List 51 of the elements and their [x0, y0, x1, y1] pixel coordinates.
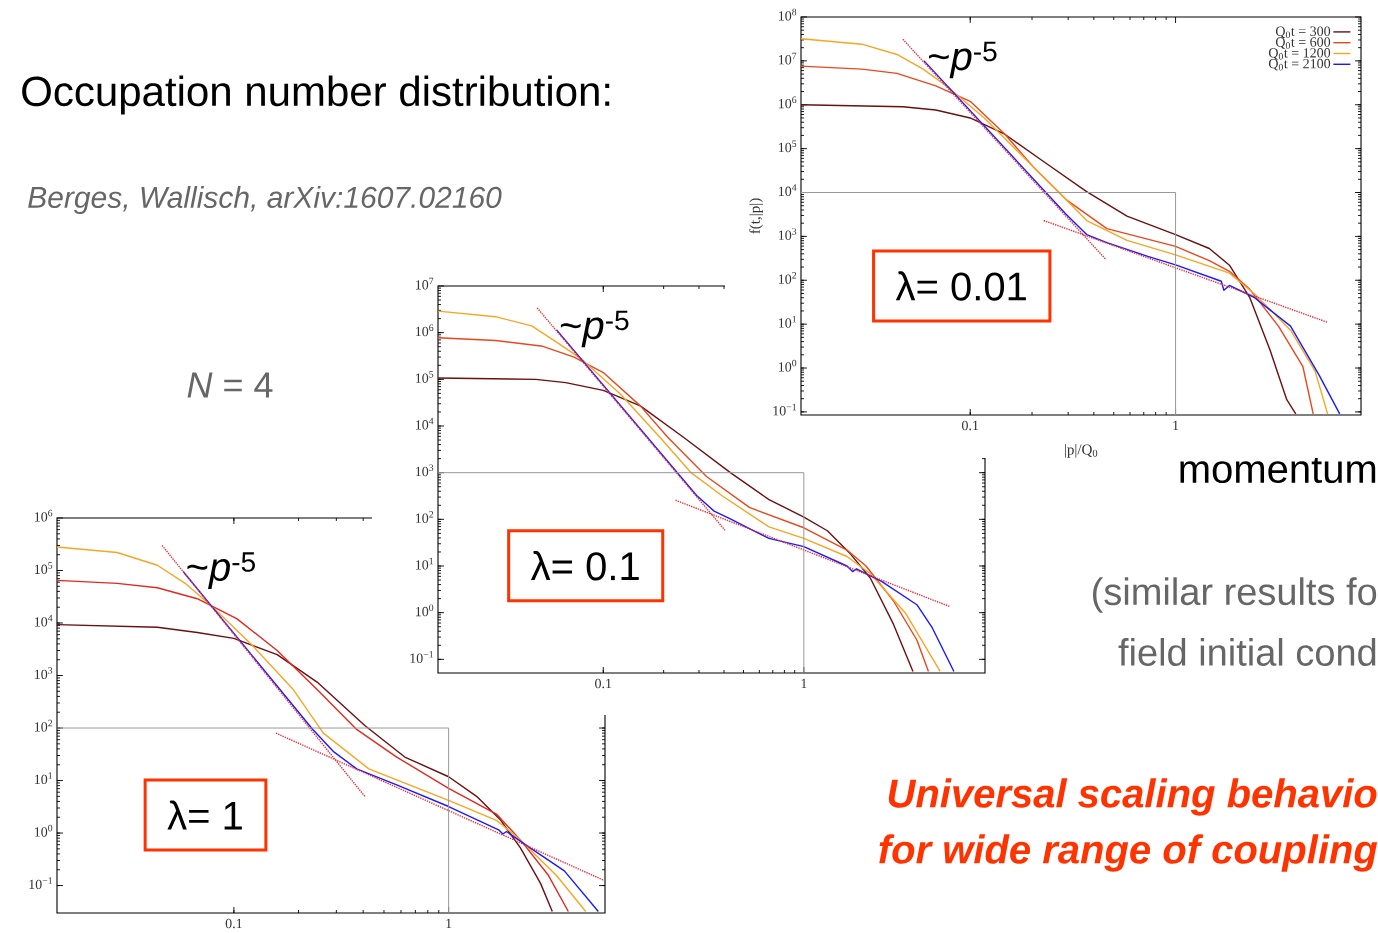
x-tick-label: 0.1 — [595, 678, 612, 689]
annotation: ~p$^{-5}$ — [560, 310, 629, 348]
y-tick-label: 10$^{−1}$ — [410, 651, 434, 663]
y-tick-label: 10$^{5}$ — [34, 562, 53, 575]
y-tick-label: 10$^{0}$ — [415, 604, 434, 617]
text: N = 4 — [187, 372, 273, 398]
y-tick-label: 10$^{1}$ — [778, 315, 797, 328]
y-tick-label: 10$^{4}$ — [415, 417, 434, 430]
text: for wide range of coupling — [879, 834, 1378, 872]
y-axis-title: f(t,|p|) — [749, 198, 764, 234]
text: field initial cond — [1118, 638, 1376, 666]
y-tick-label: 10$^{7}$ — [415, 277, 434, 290]
y-tick-label: 10$^{−1}$ — [773, 403, 797, 416]
annotation: λ= 0.1 — [530, 551, 639, 581]
y-tick-label: 10$^{5}$ — [415, 371, 434, 383]
y-tick-label: 10$^{4}$ — [34, 614, 53, 627]
x-tick-label: 1 — [1173, 420, 1179, 431]
text: Occupation number distribution: — [22, 75, 610, 115]
y-tick-label: 10$^{6}$ — [415, 324, 434, 337]
legend-label: Q$_{0}$t = 600 — [1275, 37, 1331, 49]
x-tick-label: 1 — [801, 678, 807, 689]
y-tick-label: 10$^{2}$ — [34, 719, 53, 732]
y-tick-label: 10$^{7}$ — [778, 52, 797, 65]
y-tick-label: 10$^{2}$ — [415, 511, 434, 523]
y-tick-label: 10$^{1}$ — [34, 772, 53, 785]
y-tick-label: 10$^{5}$ — [778, 140, 797, 153]
x-tick-label: 0.1 — [961, 420, 979, 431]
y-tick-label: 10$^{−1}$ — [29, 877, 53, 890]
y-tick-label: 10$^{0}$ — [778, 359, 797, 372]
y-tick-label: 10$^{3}$ — [34, 667, 53, 680]
y-tick-label: 10$^{0}$ — [34, 824, 53, 837]
y-tick-label: 10$^{4}$ — [778, 184, 797, 197]
x-tick-label: 1 — [446, 918, 452, 929]
text: Universal scaling behavio — [888, 778, 1377, 816]
y-tick-label: 10$^{6}$ — [34, 509, 53, 522]
text: momentum — [1180, 456, 1376, 484]
text: (similar results fo — [1093, 577, 1377, 613]
text: Berges, Wallisch, arXiv:1607.02160 — [28, 186, 502, 214]
annotation: ~p$^{-5}$ — [928, 41, 997, 79]
annotation: ~p$^{-5}$ — [187, 552, 255, 589]
y-tick-label: 10$^{1}$ — [415, 557, 434, 570]
y-tick-label: 10$^{3}$ — [415, 464, 434, 477]
y-tick-label: 10$^{2}$ — [778, 272, 797, 284]
y-tick-label: 10$^{6}$ — [778, 96, 797, 109]
y-tick-label: 10$^{8}$ — [778, 8, 797, 21]
annotation: λ= 1 — [167, 800, 242, 830]
annotation: λ= 0.01 — [895, 271, 1026, 301]
legend-label: Q$_{0}$t = 1200 — [1268, 48, 1331, 60]
x-tick-label: 0.1 — [225, 918, 242, 929]
y-tick-label: 10$^{3}$ — [778, 228, 797, 240]
x-axis-title: |p|/Q$_{0}$ — [1065, 444, 1098, 458]
